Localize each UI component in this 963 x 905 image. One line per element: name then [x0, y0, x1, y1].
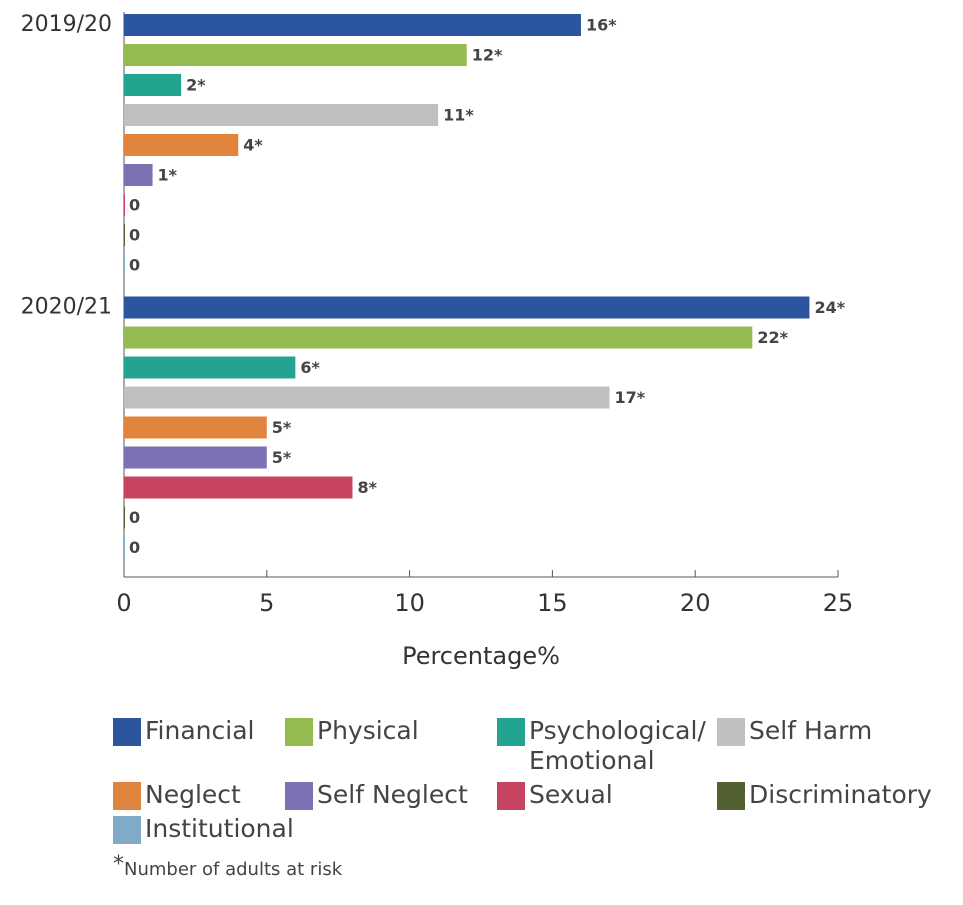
x-tick-label: 5 — [259, 589, 274, 617]
value-label: 16* — [586, 16, 617, 35]
x-tick-label: 0 — [116, 589, 131, 617]
legend-label: Discriminatory — [749, 780, 932, 809]
bar — [124, 164, 153, 186]
legend-label: Financial — [145, 716, 255, 745]
legend-swatch — [285, 782, 313, 810]
bar — [124, 224, 125, 246]
value-label: 5* — [272, 418, 292, 437]
legend-swatch — [113, 816, 141, 844]
bar — [124, 386, 610, 409]
x-tick-label: 25 — [823, 589, 854, 617]
bar — [124, 254, 125, 276]
legend-item: Sexual — [497, 780, 717, 810]
legend-item: Financial — [113, 716, 285, 776]
legend-swatch — [497, 782, 525, 810]
value-label: 24* — [814, 298, 845, 317]
value-label: 2* — [186, 76, 206, 95]
legend-item: Psychological/ Emotional — [497, 716, 717, 776]
x-tick-label: 20 — [680, 589, 711, 617]
x-tick-label: 10 — [394, 589, 425, 617]
value-label: 5* — [272, 448, 292, 467]
value-label: 1* — [158, 166, 178, 185]
legend-item: Discriminatory — [717, 780, 957, 810]
legend-label: Neglect — [145, 780, 241, 809]
bar — [124, 74, 182, 96]
bar — [124, 446, 267, 469]
legend-swatch — [285, 718, 313, 746]
bar — [124, 506, 125, 529]
legend-swatch — [717, 782, 745, 810]
legend-label: Psychological/ Emotional — [529, 716, 706, 775]
value-label: 6* — [300, 358, 320, 377]
legend-item: Physical — [285, 716, 497, 776]
value-label: 8* — [357, 478, 377, 497]
legend-item: Self Harm — [717, 716, 957, 776]
value-label: 12* — [472, 46, 503, 65]
bar — [124, 194, 125, 216]
value-label: 0 — [129, 538, 140, 557]
bar — [124, 476, 353, 499]
category-label: 2020/21 — [21, 295, 112, 320]
legend-swatch — [113, 718, 141, 746]
footnote: *Number of adults at risk — [113, 852, 342, 880]
bar — [124, 536, 125, 559]
bar — [124, 296, 810, 319]
chart: Percentage% 0 5 10 15 20 25 2019/20 16* 12* 2* 11*… — [21, 12, 854, 670]
legend-swatch — [497, 718, 525, 746]
bar — [124, 356, 296, 379]
value-label: 0 — [129, 256, 140, 275]
x-axis-label: Percentage% — [402, 642, 560, 670]
value-label: 0 — [129, 226, 140, 245]
bar — [124, 14, 581, 36]
legend-label: Sexual — [529, 780, 613, 809]
bar — [124, 44, 467, 66]
bar — [124, 326, 753, 349]
legend: Financial Physical Psychological/ Emotiona… — [113, 716, 957, 844]
legend-swatch — [717, 718, 745, 746]
legend-label: Self Neglect — [317, 780, 468, 809]
legend-item: Institutional — [113, 814, 294, 844]
bar — [124, 416, 267, 439]
bar — [124, 104, 439, 126]
value-label: 22* — [757, 328, 788, 347]
footnote-marker: * — [113, 852, 124, 877]
legend-item: Neglect — [113, 780, 285, 810]
legend-label: Physical — [317, 716, 419, 745]
x-tick-label: 15 — [537, 589, 568, 617]
legend-label: Institutional — [145, 814, 294, 843]
legend-item: Self Neglect — [285, 780, 497, 810]
value-label: 0 — [129, 508, 140, 527]
legend-label: Self Harm — [749, 716, 873, 745]
value-label: 0 — [129, 196, 140, 215]
bar — [124, 134, 239, 156]
value-label: 11* — [443, 106, 474, 125]
legend-swatch — [113, 782, 141, 810]
value-label: 17* — [615, 388, 646, 407]
footnote-text: Number of adults at risk — [124, 859, 343, 880]
category-label: 2019/20 — [21, 12, 112, 37]
value-label: 4* — [243, 136, 263, 155]
